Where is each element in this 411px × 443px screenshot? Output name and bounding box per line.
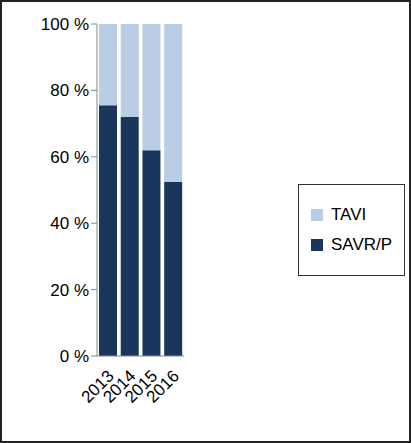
svg-text:2015: 2015 — [121, 366, 162, 407]
svg-text:60 %: 60 % — [50, 148, 89, 167]
svg-text:0 %: 0 % — [60, 347, 89, 366]
svg-text:80 %: 80 % — [50, 81, 89, 100]
html-text:TAVI: TAVI — [331, 205, 367, 224]
svg-text:20 %: 20 % — [50, 281, 89, 300]
svg-text:2014: 2014 — [99, 366, 140, 407]
html-text:SAVR/P: SAVR/P — [331, 235, 393, 254]
svg-text:2016: 2016 — [143, 366, 183, 406]
svg-text:100 %: 100 % — [41, 15, 89, 34]
svg-text:40 %: 40 % — [50, 214, 89, 233]
svg-text:2013: 2013 — [77, 366, 118, 407]
